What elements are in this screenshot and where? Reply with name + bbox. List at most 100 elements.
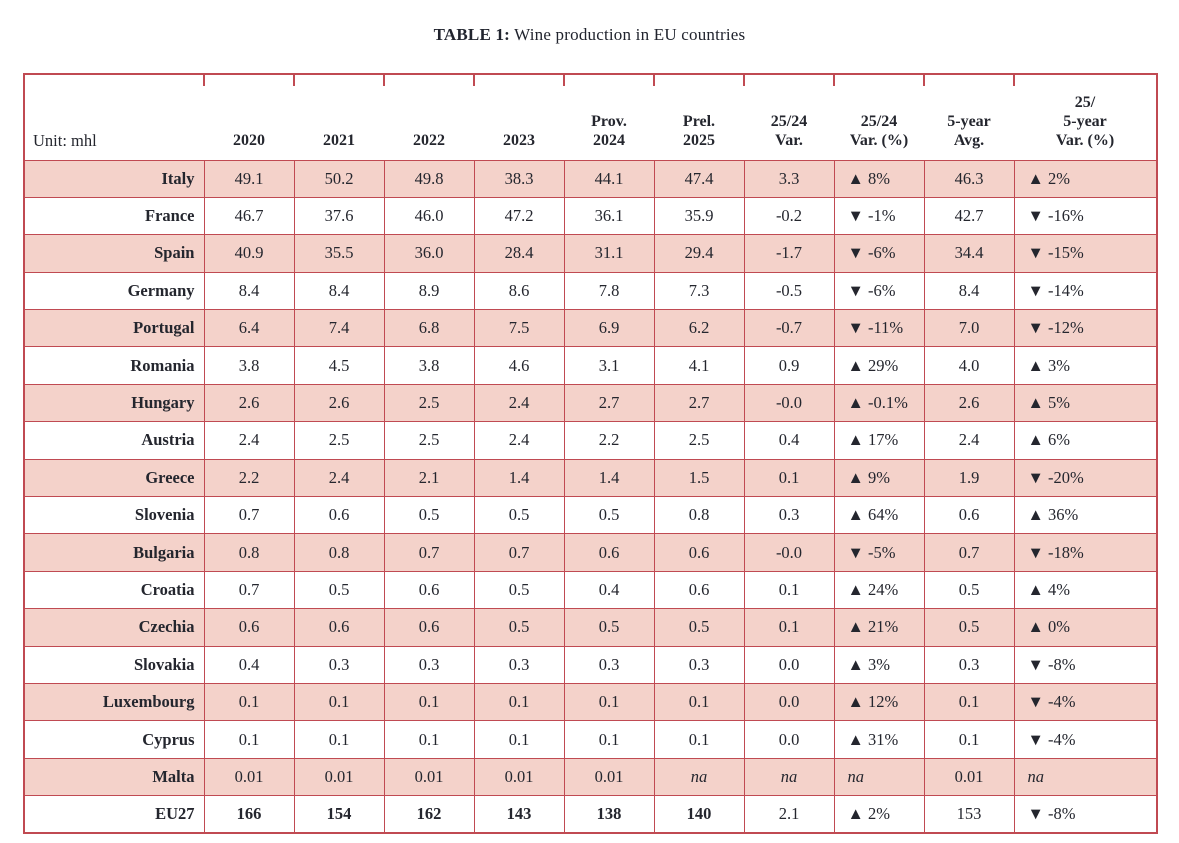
country-cell: Portugal	[23, 309, 205, 348]
value-cell: 0.5	[653, 608, 745, 647]
value-cell: 2.2	[563, 421, 655, 460]
value-cell: 0.1	[563, 720, 655, 759]
value-cell: 0.7	[923, 533, 1015, 572]
value-cell: 2.7	[653, 383, 745, 423]
value-cell: 4.6	[473, 346, 565, 385]
value-cell: 38.3	[473, 159, 565, 198]
country-cell: Croatia	[23, 570, 205, 610]
value-cell: ▼ -12%	[1013, 309, 1158, 348]
value-cell: 7.5	[473, 309, 565, 348]
value-cell: ▲ 12%	[833, 682, 925, 722]
value-cell: ▼ -14%	[1013, 271, 1158, 311]
value-cell: 0.1	[743, 570, 835, 610]
table-row: Croatia 0.7 0.5 0.6 0.5 0.4 0.6 0.1 ▲ 24% 0.5 ▲ 4%	[23, 570, 1158, 610]
value-cell: 0.8	[653, 496, 745, 535]
column-header: 2022	[383, 74, 474, 160]
value-cell: 2.4	[473, 383, 565, 423]
value-cell: ▼ -1%	[833, 196, 925, 236]
value-cell: 0.6	[383, 570, 475, 610]
table-body: Italy 49.1 50.2 49.8 38.3 44.1 47.4 3.3 ▲ 8% 46.3…	[23, 159, 1158, 834]
value-cell: 44.1	[563, 159, 655, 198]
country-cell: Luxembourg	[23, 682, 205, 722]
value-cell: 49.8	[383, 159, 475, 198]
value-cell: 2.4	[473, 421, 565, 460]
value-cell: ▲ 5%	[1013, 383, 1158, 423]
value-cell: 2.5	[293, 421, 385, 460]
value-cell: 7.8	[563, 271, 655, 311]
country-cell: Hungary	[23, 383, 205, 423]
column-header: Prov. 2024	[563, 74, 654, 160]
value-cell: 0.1	[473, 682, 565, 722]
value-cell: 0.3	[383, 645, 475, 684]
value-cell: ▲ 8%	[833, 159, 925, 198]
value-cell: 35.9	[653, 196, 745, 236]
value-cell: 0.1	[743, 608, 835, 647]
value-cell: ▲ 3%	[833, 645, 925, 684]
value-cell: 0.6	[923, 496, 1015, 535]
column-header: 25/24 Var.	[743, 74, 834, 160]
value-cell: 6.8	[383, 309, 475, 348]
value-cell: 138	[563, 795, 655, 834]
value-cell: ▲ 24%	[833, 570, 925, 610]
table-row: Italy 49.1 50.2 49.8 38.3 44.1 47.4 3.3 ▲ 8% 46.3…	[23, 159, 1158, 198]
table-row: Malta 0.01 0.01 0.01 0.01 0.01 na na na 0.01 na	[23, 757, 1158, 797]
value-cell: 0.1	[293, 682, 385, 722]
value-cell: ▼ -20%	[1013, 458, 1158, 498]
value-cell: 2.1	[743, 795, 835, 834]
value-cell: 166	[203, 795, 295, 834]
value-cell: 0.6	[203, 608, 295, 647]
value-cell: 4.5	[293, 346, 385, 385]
column-header: 2021	[293, 74, 384, 160]
table-row: Romania 3.8 4.5 3.8 4.6 3.1 4.1 0.9 ▲ 29% 4.0 ▲ 3%	[23, 346, 1158, 385]
country-cell: Italy	[23, 159, 205, 198]
value-cell: 2.2	[203, 458, 295, 498]
country-cell: Malta	[23, 757, 205, 797]
value-cell: 0.01	[923, 757, 1015, 797]
country-cell: Slovakia	[23, 645, 205, 684]
value-cell: 154	[293, 795, 385, 834]
value-cell: 0.7	[473, 533, 565, 572]
value-cell: ▲ -0.1%	[833, 383, 925, 423]
country-cell: Czechia	[23, 608, 205, 647]
country-cell: France	[23, 196, 205, 236]
value-cell: 6.9	[563, 309, 655, 348]
value-cell: 0.01	[383, 757, 475, 797]
value-cell: 0.1	[383, 720, 475, 759]
value-cell: 0.01	[563, 757, 655, 797]
value-cell: ▲ 3%	[1013, 346, 1158, 385]
value-cell: 8.4	[923, 271, 1015, 311]
value-cell: 2.7	[563, 383, 655, 423]
value-cell: 0.8	[203, 533, 295, 572]
value-cell: 0.3	[473, 645, 565, 684]
value-cell: ▲ 21%	[833, 608, 925, 647]
table-caption-label: TABLE 1:	[433, 25, 511, 44]
value-cell: 8.6	[473, 271, 565, 311]
value-cell: 36.0	[383, 234, 475, 273]
value-cell: 35.5	[293, 234, 385, 273]
value-cell: ▲ 9%	[833, 458, 925, 498]
table-row: Germany 8.4 8.4 8.9 8.6 7.8 7.3 -0.5 ▼ -6% 8.4 ▼ -…	[23, 271, 1158, 311]
value-cell: 1.5	[653, 458, 745, 498]
value-cell: 0.1	[563, 682, 655, 722]
value-cell: 0.8	[293, 533, 385, 572]
value-cell: ▼ -11%	[833, 309, 925, 348]
value-cell: 0.6	[563, 533, 655, 572]
country-cell: Greece	[23, 458, 205, 498]
value-cell: 0.5	[923, 570, 1015, 610]
value-cell: 29.4	[653, 234, 745, 273]
value-cell: 0.4	[203, 645, 295, 684]
value-cell: 0.01	[203, 757, 295, 797]
table-row: Hungary 2.6 2.6 2.5 2.4 2.7 2.7 -0.0 ▲ -0.1% 2.6 ▲…	[23, 383, 1158, 423]
value-cell: 0.5	[383, 496, 475, 535]
value-cell: 2.5	[383, 421, 475, 460]
value-cell: 0.0	[743, 645, 835, 684]
value-cell: 2.4	[203, 421, 295, 460]
country-cell: Austria	[23, 421, 205, 460]
header-row: Unit: mhl 2020 2021 2022 2023 Prov. 2024 Prel…	[24, 74, 1157, 160]
value-cell: ▼ -18%	[1013, 533, 1158, 572]
column-header: 5-year Avg.	[923, 74, 1014, 160]
value-cell: na	[653, 757, 745, 797]
country-cell: Spain	[23, 234, 205, 273]
value-cell: 0.5	[473, 496, 565, 535]
value-cell: 36.1	[563, 196, 655, 236]
